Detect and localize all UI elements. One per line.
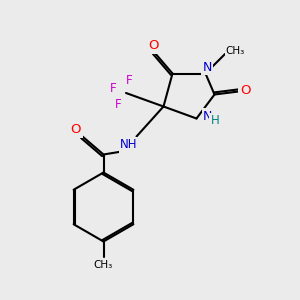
- Text: N: N: [202, 61, 212, 74]
- Text: F: F: [115, 98, 122, 111]
- Text: O: O: [148, 39, 158, 52]
- Text: N: N: [203, 110, 213, 123]
- Text: NH: NH: [120, 138, 138, 152]
- Text: O: O: [240, 83, 250, 97]
- Text: O: O: [71, 123, 81, 136]
- Text: CH₃: CH₃: [94, 260, 113, 270]
- Text: CH₃: CH₃: [226, 46, 245, 56]
- Text: H: H: [211, 114, 220, 128]
- Text: F: F: [110, 82, 117, 95]
- Text: F: F: [126, 74, 133, 87]
